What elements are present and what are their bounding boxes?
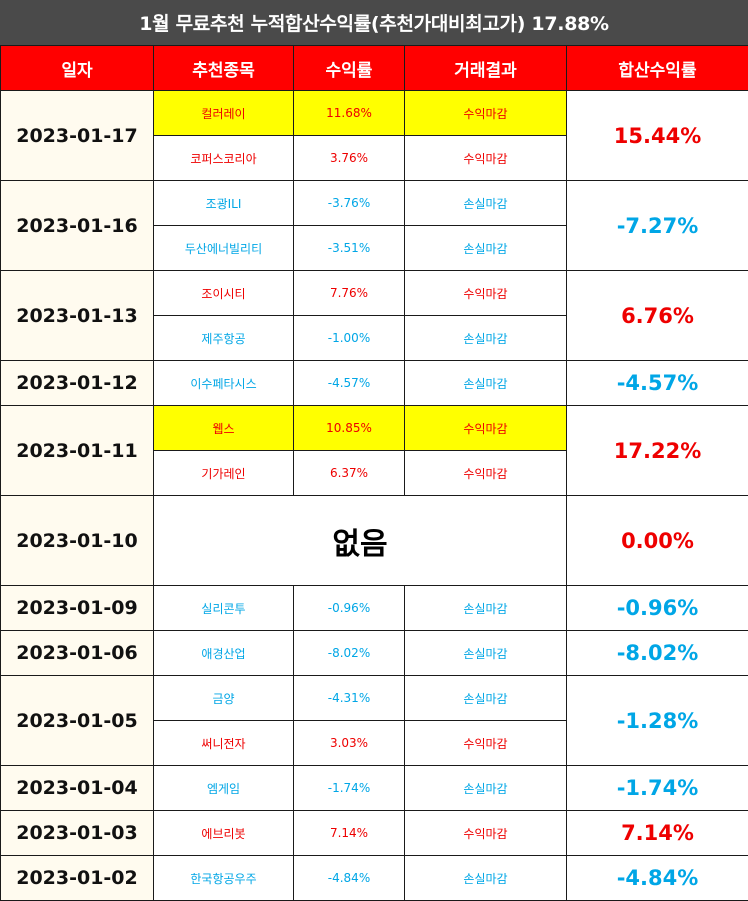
- stock-name: 조광ILI: [153, 180, 294, 226]
- stock-name: 금양: [153, 675, 294, 721]
- row-total-return: 7.14%: [566, 810, 748, 856]
- stock-name: 제주항공: [153, 315, 294, 361]
- row-total-return: 0.00%: [566, 495, 748, 586]
- stock-name: 이수페타시스: [153, 360, 294, 406]
- table-row: 2023-01-11 웹스 10.85% 수익마감 17.22%: [0, 405, 748, 496]
- trade-result: 손실마감: [404, 225, 567, 271]
- trade-result: 손실마감: [404, 855, 567, 901]
- table-header-row: 일자 추천종목 수익률 거래결과 합산수익률: [0, 45, 748, 91]
- table-row: 2023-01-12 이수페타시스 -4.57% 손실마감 -4.57%: [0, 360, 748, 406]
- stock-return-rate: -4.57%: [293, 360, 405, 406]
- table-row: 기가레인 6.37% 수익마감: [1, 450, 748, 496]
- stock-return-rate: 10.85%: [293, 405, 405, 451]
- stock-name: 써니전자: [153, 720, 294, 766]
- trade-result: 수익마감: [404, 405, 567, 451]
- stock-return-rate: 3.76%: [293, 135, 405, 181]
- stock-name: 에브리봇: [153, 810, 294, 856]
- row-date: 2023-01-04: [0, 765, 154, 811]
- row-date: 2023-01-13: [0, 270, 154, 361]
- stock-name: 컬러레이: [153, 90, 294, 136]
- row-total-return: 6.76%: [566, 270, 748, 361]
- no-recommendation-cell: 없음: [153, 495, 567, 586]
- row-total-return: 15.44%: [566, 90, 748, 181]
- stock-return-rate: -3.76%: [293, 180, 405, 226]
- header-result: 거래결과: [404, 45, 567, 91]
- trade-result: 수익마감: [404, 450, 567, 496]
- row-date: 2023-01-12: [0, 360, 154, 406]
- stock-return-rate: -8.02%: [293, 630, 405, 676]
- table-body: 2023-01-17 컬러레이 11.68% 수익마감 15.44% 코퍼스코리아 3.76…: [0, 90, 748, 901]
- row-date: 2023-01-06: [0, 630, 154, 676]
- trade-result: 수익마감: [404, 810, 567, 856]
- stock-name: 엠게임: [153, 765, 294, 811]
- stock-name: 기가레인: [153, 450, 294, 496]
- stock-return-rate: -4.84%: [293, 855, 405, 901]
- header-stock: 추천종목: [153, 45, 294, 91]
- row-date: 2023-01-10: [0, 495, 154, 586]
- trade-result: 수익마감: [404, 270, 567, 316]
- table-row: 2023-01-04 엠게임 -1.74% 손실마감 -1.74%: [0, 765, 748, 811]
- row-date: 2023-01-05: [0, 675, 154, 766]
- page-title: 1월 무료추천 누적합산수익률(추천가대비최고가) 17.88%: [0, 0, 748, 45]
- table-row: 2023-01-02 한국항공우주 -4.84% 손실마감 -4.84%: [0, 855, 748, 901]
- trade-result: 수익마감: [404, 135, 567, 181]
- trade-result: 손실마감: [404, 675, 567, 721]
- header-rate: 수익률: [293, 45, 405, 91]
- row-total-return: -1.74%: [566, 765, 748, 811]
- results-table: 일자 추천종목 수익률 거래결과 합산수익률 2023-01-17 컬러레이 11.…: [0, 45, 748, 901]
- table-row: 2023-01-13 조이시티 7.76% 수익마감 6.76%: [0, 270, 748, 361]
- trade-result: 수익마감: [404, 720, 567, 766]
- stock-name: 한국항공우주: [153, 855, 294, 901]
- stock-return-rate: -1.00%: [293, 315, 405, 361]
- stock-name: 애경산업: [153, 630, 294, 676]
- row-total-return: -4.57%: [566, 360, 748, 406]
- row-date: 2023-01-16: [0, 180, 154, 271]
- trade-result: 손실마감: [404, 180, 567, 226]
- row-date: 2023-01-11: [0, 405, 154, 496]
- table-row: 2023-01-05 금양 -4.31% 손실마감 -1.28%: [0, 675, 748, 766]
- table-row: 코퍼스코리아 3.76% 수익마감: [1, 135, 748, 181]
- stock-name: 두산에너빌리티: [153, 225, 294, 271]
- header-total: 합산수익률: [566, 45, 748, 91]
- row-date: 2023-01-03: [0, 810, 154, 856]
- table-row: 2023-01-16 조광ILI -3.76% 손실마감 -7.27%: [0, 180, 748, 271]
- table-row: 써니전자 3.03% 수익마감: [1, 720, 748, 766]
- header-date: 일자: [0, 45, 154, 91]
- stock-name: 조이시티: [153, 270, 294, 316]
- stock-return-rate: 11.68%: [293, 90, 405, 136]
- row-date: 2023-01-17: [0, 90, 154, 181]
- row-total-return: -1.28%: [566, 675, 748, 766]
- stock-return-rate: 3.03%: [293, 720, 405, 766]
- table-row: 2023-01-17 컬러레이 11.68% 수익마감 15.44%: [0, 90, 748, 181]
- stock-return-rate: -4.31%: [293, 675, 405, 721]
- stock-return-rate: 7.14%: [293, 810, 405, 856]
- trade-result: 손실마감: [404, 765, 567, 811]
- trade-result: 손실마감: [404, 315, 567, 361]
- stock-return-rate: 6.37%: [293, 450, 405, 496]
- row-total-return: -0.96%: [566, 585, 748, 631]
- stock-name: 실리콘투: [153, 585, 294, 631]
- table-row: 제주항공 -1.00% 손실마감: [1, 315, 748, 361]
- row-total-return: 17.22%: [566, 405, 748, 496]
- stock-return-rate: 7.76%: [293, 270, 405, 316]
- trade-result: 손실마감: [404, 630, 567, 676]
- row-total-return: -8.02%: [566, 630, 748, 676]
- stock-return-rate: -1.74%: [293, 765, 405, 811]
- table-row: 2023-01-03 에브리봇 7.14% 수익마감 7.14%: [0, 810, 748, 856]
- row-date: 2023-01-02: [0, 855, 154, 901]
- table-row: 2023-01-09 실리콘투 -0.96% 손실마감 -0.96%: [0, 585, 748, 631]
- trade-result: 손실마감: [404, 585, 567, 631]
- row-date: 2023-01-09: [0, 585, 154, 631]
- stock-name: 코퍼스코리아: [153, 135, 294, 181]
- row-total-return: -7.27%: [566, 180, 748, 271]
- trade-result: 손실마감: [404, 360, 567, 406]
- stock-return-rate: -0.96%: [293, 585, 405, 631]
- table-row: 2023-01-10 없음 0.00%: [0, 495, 748, 586]
- stock-name: 웹스: [153, 405, 294, 451]
- table-row: 2023-01-06 애경산업 -8.02% 손실마감 -8.02%: [0, 630, 748, 676]
- trade-result: 수익마감: [404, 90, 567, 136]
- table-row: 두산에너빌리티 -3.51% 손실마감: [1, 225, 748, 271]
- row-total-return: -4.84%: [566, 855, 748, 901]
- stock-return-rate: -3.51%: [293, 225, 405, 271]
